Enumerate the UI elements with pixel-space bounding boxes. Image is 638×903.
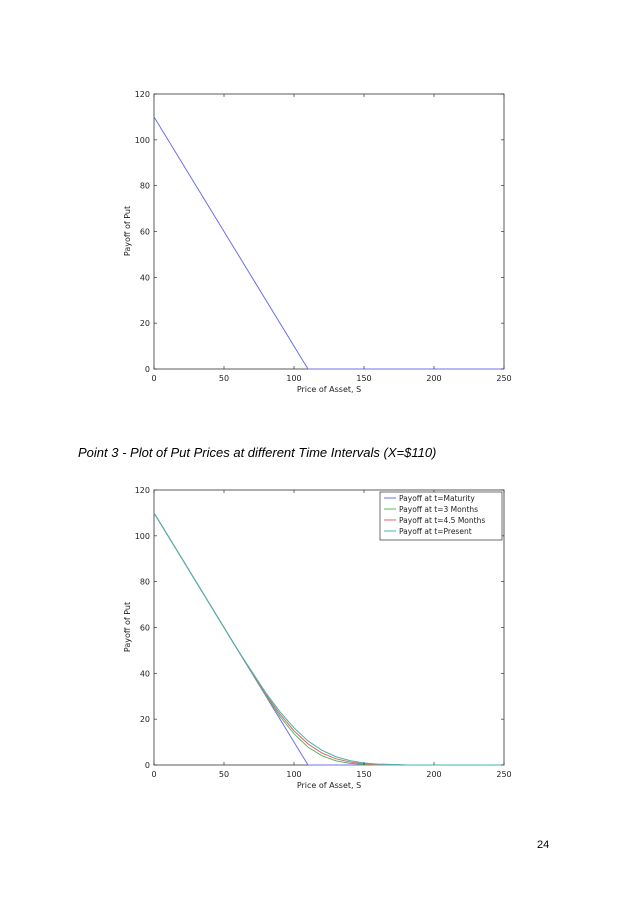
payoff-chart: 0 50 100 150 200 250 0 20 40 60 80 100 120 Price of … (123, 90, 512, 394)
x-tick-label: 50 (219, 770, 229, 779)
x-tick-label: 200 (426, 770, 441, 779)
y-tick-label: 60 (140, 624, 150, 633)
series-line (153, 512, 505, 766)
y-tick-label: 20 (140, 715, 150, 724)
x-tick-label: 150 (356, 770, 371, 779)
put-prices-chart: 0 50 100 150 200 250 0 20 40 60 80 100 120 Price of … (123, 486, 512, 790)
y-tick-label: 80 (140, 182, 150, 191)
figure-caption: Point 3 - Plot of Put Prices at differen… (78, 445, 437, 460)
x-tick-label: 250 (496, 374, 511, 383)
y-tick-label: 20 (140, 319, 150, 328)
y-tick-label: 120 (135, 486, 150, 495)
legend-label: Payoff at t=3 Months (399, 505, 478, 514)
x-tick-label: 0 (151, 374, 156, 383)
legend-label: Payoff at t=Present (399, 527, 472, 536)
y-tick-label: 0 (145, 365, 150, 374)
y-tick-label: 40 (140, 273, 150, 282)
x-axis-label: Price of Asset, S (297, 385, 361, 394)
y-tick-label: 60 (140, 228, 150, 237)
legend: Payoff at t=Maturity Payoff at t=3 Months… (379, 491, 503, 541)
x-tick-label: 150 (356, 374, 371, 383)
y-tick-label: 80 (140, 578, 150, 587)
x-tick-label: 100 (286, 374, 301, 383)
legend-box (379, 491, 503, 541)
axis-layer: 0 50 100 150 200 250 0 20 40 60 80 100 120 (135, 90, 512, 383)
y-tick-label: 40 (140, 669, 150, 678)
page-number: 24 (537, 839, 550, 851)
x-tick-label: 100 (286, 770, 301, 779)
legend-label: Payoff at t=4.5 Months (399, 516, 485, 525)
x-tick-label: 50 (219, 374, 229, 383)
series-layer (153, 116, 504, 370)
y-tick-label: 100 (135, 136, 150, 145)
plot-frame (153, 93, 505, 370)
y-tick-label: 120 (135, 90, 150, 99)
series-line (153, 116, 504, 370)
x-tick-label: 0 (151, 770, 156, 779)
x-tick-label: 250 (496, 770, 511, 779)
legend-label: Payoff at t=Maturity (399, 494, 475, 503)
x-axis-label: Price of Asset, S (297, 781, 361, 790)
axis-layer: 0 50 100 150 200 250 0 20 40 60 80 100 120 (135, 486, 512, 779)
y-axis-label: Payoff of Put (123, 602, 132, 652)
series-layer (153, 512, 505, 766)
y-axis-label: Payoff of Put (123, 206, 132, 256)
y-tick-label: 100 (135, 532, 150, 541)
x-tick-label: 200 (426, 374, 441, 383)
y-tick-label: 0 (145, 761, 150, 770)
